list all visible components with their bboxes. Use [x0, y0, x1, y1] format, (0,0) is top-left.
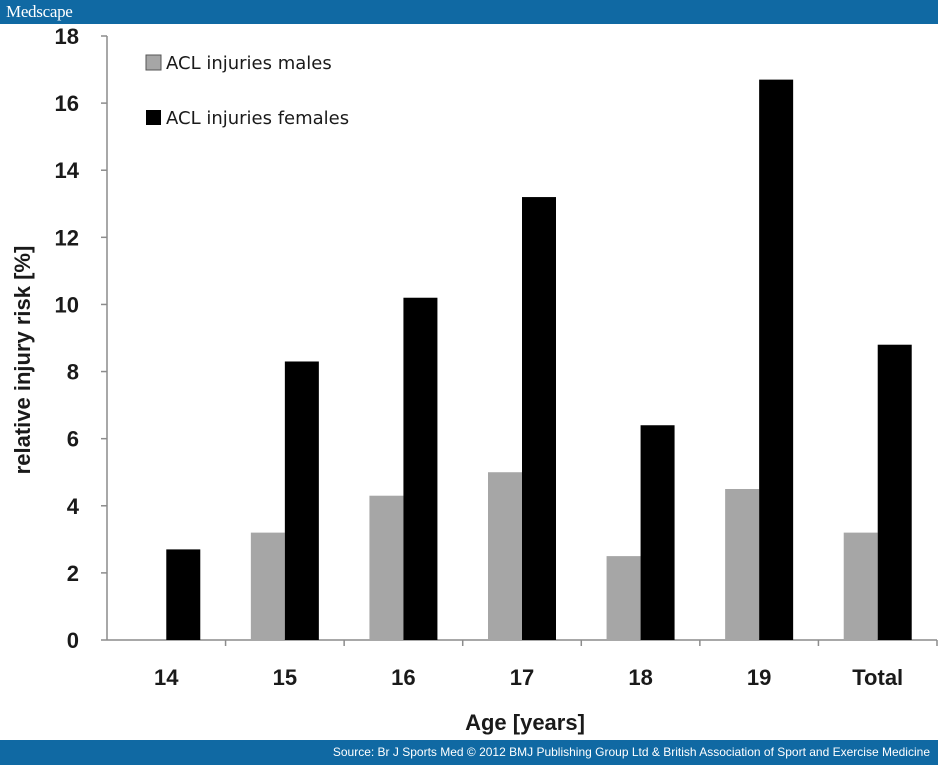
x-axis-title: Age [years]: [465, 710, 585, 735]
x-tick-label: 14: [154, 665, 179, 690]
bar-males: [488, 472, 522, 640]
x-tick-label: 15: [273, 665, 297, 690]
bar-females: [403, 297, 438, 640]
bar-females: [640, 425, 675, 640]
bar-females: [759, 79, 794, 641]
bar-males: [606, 556, 641, 640]
y-tick-label: 8: [67, 360, 79, 385]
y-tick-label: 0: [67, 628, 79, 653]
y-tick-label: 6: [67, 427, 79, 452]
bar-females: [522, 197, 556, 641]
source-citation: Source: Br J Sports Med © 2012 BMJ Publi…: [332, 745, 930, 759]
bar-chart: 0 2 4 6 8 10 12 14 16 18 14 15 16 17 18 19 Total ACL in…: [10, 24, 938, 735]
legend-swatch-males: [145, 54, 162, 71]
bar-males: [369, 495, 404, 640]
y-tick-label: 10: [55, 292, 79, 317]
legend: ACL injuries males ACL injuries females: [145, 53, 349, 129]
y-axis: 0 2 4 6 8 10 12 14 16 18: [55, 24, 108, 653]
x-axis: 14 15 16 17 18 19 Total: [107, 639, 938, 690]
bar-females: [166, 549, 201, 640]
y-tick-label: 14: [55, 158, 80, 183]
y-tick-label: 4: [67, 494, 80, 519]
y-axis-title: relative injury risk [%]: [10, 246, 35, 475]
x-tick-label: 16: [391, 665, 415, 690]
footer-bar: Source: Br J Sports Med © 2012 BMJ Publi…: [0, 740, 938, 765]
y-tick-label: 12: [55, 225, 79, 250]
bars: [166, 79, 912, 641]
x-tick-label: 17: [510, 665, 534, 690]
x-tick-label: 19: [747, 665, 771, 690]
y-tick-label: 18: [55, 24, 79, 49]
legend-label-females: ACL injuries females: [166, 108, 349, 129]
brand-logo: Medscape: [6, 2, 73, 21]
legend-swatch-females: [146, 110, 161, 125]
x-tick-label: 18: [628, 665, 652, 690]
bar-males: [725, 489, 760, 640]
bar-males: [250, 532, 285, 640]
bar-females: [877, 344, 912, 640]
y-tick-label: 2: [67, 561, 79, 586]
y-tick-label: 16: [55, 91, 79, 116]
legend-label-males: ACL injuries males: [166, 53, 332, 74]
x-tick-label: Total: [852, 665, 903, 690]
bar-females: [284, 361, 319, 640]
header-bar: Medscape: [0, 0, 938, 24]
bar-males: [843, 532, 878, 640]
